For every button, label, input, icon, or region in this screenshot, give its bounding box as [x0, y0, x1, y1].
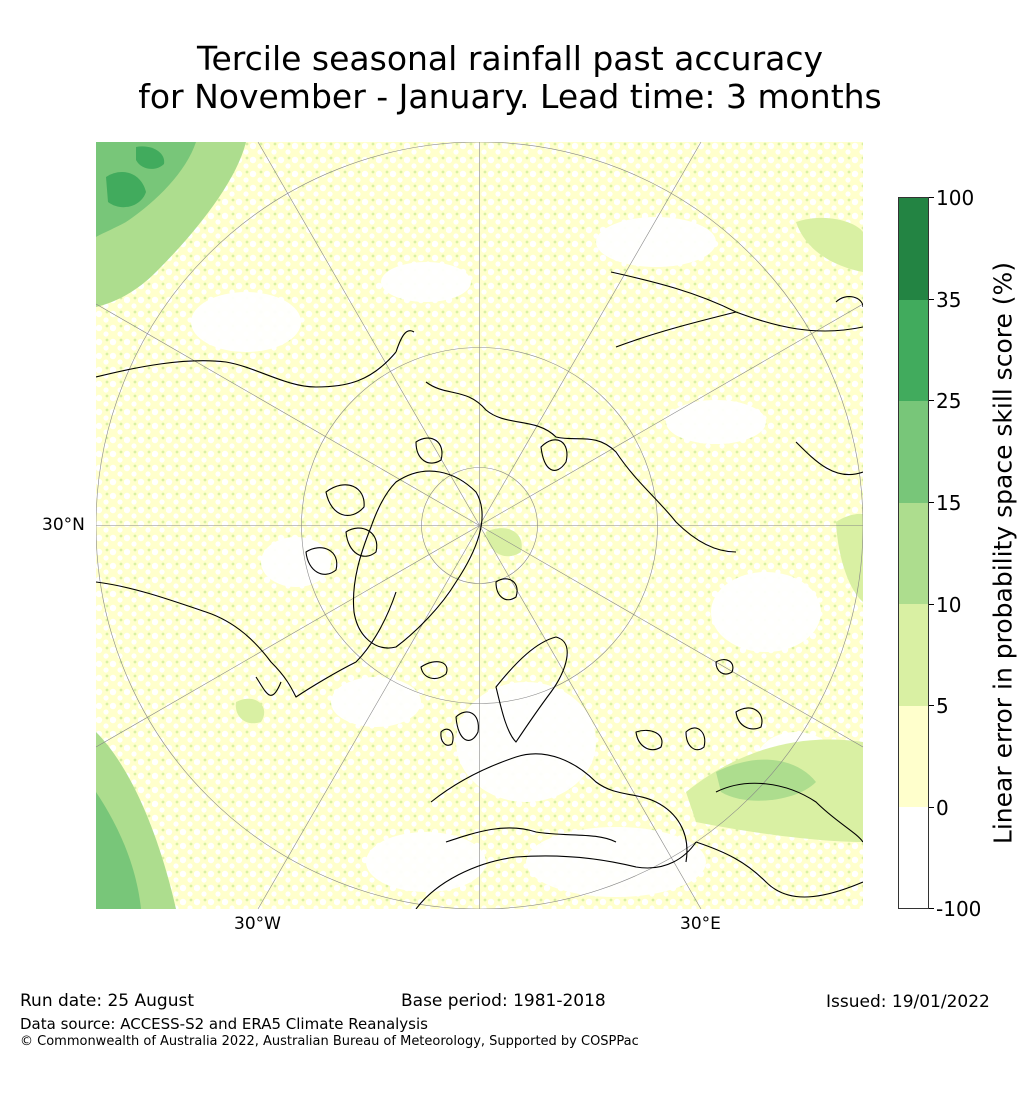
colorbar-tick-5 — [929, 705, 934, 706]
coastlines — [96, 271, 863, 909]
title-line-2: for November - January. Lead time: 3 mon… — [138, 77, 882, 116]
colorbar-label-35: 35 — [936, 288, 962, 312]
run-date: Run date: 25 August — [20, 991, 194, 1011]
issued-date: Issued: 19/01/2022 — [826, 992, 990, 1012]
map-canvas — [96, 142, 863, 909]
colorbar-tick-35 — [929, 299, 934, 300]
colorbar-bin-0-5 — [899, 706, 928, 807]
colorbar-label-5: 5 — [936, 694, 949, 718]
negative-skill-patches — [191, 217, 836, 897]
colorbar-tick-10 — [929, 604, 934, 605]
colorbar-title: Linear error in probability space skill … — [988, 261, 1018, 845]
lon-label-30w: 30°W — [234, 914, 281, 934]
polar-map — [96, 142, 863, 909]
colorbar-tick-25 — [929, 400, 934, 401]
colorbar-tick-100 — [929, 197, 934, 198]
copyright: © Commonwealth of Australia 2022, Austra… — [20, 1034, 639, 1049]
colorbar-bin-35-100 — [899, 198, 928, 300]
colorbar-label-100: 100 — [936, 186, 975, 210]
colorbar-bin-5-10 — [899, 604, 928, 706]
colorbar-label-25: 25 — [936, 389, 962, 413]
colorbar-label-neg100: -100 — [936, 897, 982, 921]
chart-title: Tercile seasonal rainfall past accuracy … — [0, 40, 1020, 116]
lon-label-30e: 30°E — [680, 914, 721, 934]
lat-label-30n: 30°N — [42, 515, 85, 535]
colorbar-label-0: 0 — [936, 796, 949, 820]
colorbar-bin-10-15 — [899, 503, 928, 604]
colorbar-tick-15 — [929, 502, 934, 503]
base-period: Base period: 1981-2018 — [401, 991, 606, 1011]
colorbar-bin-neg100-0 — [899, 807, 928, 908]
colorbar-tick-0 — [929, 807, 934, 808]
colorbar-label-15: 15 — [936, 491, 962, 515]
graticule — [96, 142, 863, 909]
data-source: Data source: ACCESS-S2 and ERA5 Climate … — [20, 1015, 428, 1033]
title-line-1: Tercile seasonal rainfall past accuracy — [196, 39, 824, 78]
colorbar-tick-neg100 — [929, 908, 934, 909]
positive-skill-regions — [96, 142, 863, 909]
colorbar-label-10: 10 — [936, 593, 962, 617]
colorbar-bin-15-25 — [899, 401, 928, 503]
colorbar-bin-25-35 — [899, 300, 928, 401]
colorbar — [898, 197, 929, 909]
